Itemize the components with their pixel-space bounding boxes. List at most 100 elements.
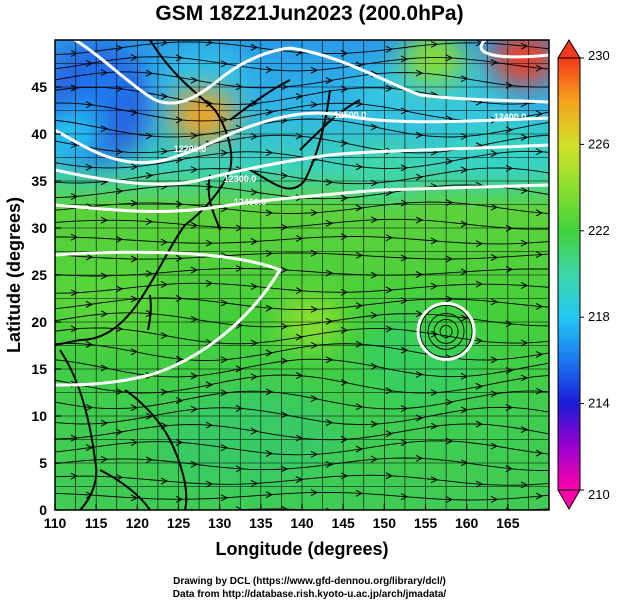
streamline-arrow: [100, 69, 109, 77]
streamline-arrow: [70, 84, 79, 92]
streamline-arrow: [340, 194, 349, 202]
contour-label: 12300.0: [224, 174, 257, 184]
streamline-arrow: [145, 270, 154, 278]
streamline-arrow: [370, 311, 379, 319]
streamline: [55, 282, 549, 294]
streamline-arrow: [415, 216, 424, 224]
streamline-arrow: [160, 92, 169, 100]
streamline-arrow: [265, 491, 274, 499]
streamline-arrow: [85, 300, 94, 308]
streamline-arrow: [190, 221, 199, 229]
colorbar-tick-label: 210: [588, 487, 610, 502]
credits: Drawing by DCL (https://www.gfd-dennou.o…: [0, 575, 619, 601]
streamline-arrow: [460, 75, 469, 83]
streamline-arrow: [85, 253, 94, 261]
streamline-arrow: [505, 224, 514, 232]
streamline-arrow: [175, 397, 184, 405]
height-contour: [55, 250, 283, 387]
streamline-arrow: [445, 255, 454, 263]
streamline-arrow: [460, 220, 469, 228]
streamline-arrow: [160, 147, 169, 155]
streamline-arrow: [490, 442, 499, 450]
chart-title: GSM 18Z21Jun2023 (200.0hPa): [155, 2, 464, 25]
streamline: [55, 56, 549, 72]
streamline-arrow: [220, 389, 229, 397]
colorbar-tick-label: 222: [588, 223, 610, 238]
streamline: [55, 474, 549, 486]
streamline-arrow: [400, 254, 409, 262]
anticyclone-streamline: [433, 318, 459, 344]
streamline-arrow: [250, 133, 259, 140]
streamline-arrow: [535, 251, 544, 259]
streamline-arrow: [340, 472, 349, 480]
streamline-arrow: [325, 507, 332, 510]
streamline-arrow: [100, 364, 109, 372]
streamline-arrow: [70, 325, 79, 333]
streamline-arrow: [100, 216, 109, 224]
streamline-arrow: [505, 126, 514, 134]
streamline-arrow: [385, 234, 394, 242]
streamline-arrow: [265, 108, 274, 116]
streamline: [55, 218, 549, 230]
streamline: [55, 71, 549, 89]
streamline-arrow: [280, 172, 289, 180]
streamline-arrow: [205, 480, 214, 488]
x-tick-label: 120: [126, 515, 150, 531]
y-tick-label: 45: [31, 79, 47, 95]
streamline: [55, 201, 549, 215]
streamline-arrow: [325, 356, 334, 364]
streamline-arrow: [535, 148, 544, 156]
streamline: [55, 342, 549, 361]
height-contour: [55, 143, 549, 186]
x-axis: 110 115 120 125 130 135 140 145 150 155 160 165: [44, 504, 520, 531]
streamline-arrow: [520, 42, 529, 50]
streamline-arrow: [325, 269, 334, 277]
streamline-arrow: [250, 373, 259, 381]
streamline-arrow: [400, 493, 409, 501]
streamline-arrow: [430, 389, 439, 397]
streamline-arrow: [520, 426, 529, 433]
streamline: [55, 457, 549, 471]
grid-lines: [55, 40, 549, 510]
streamline-arrow: [310, 395, 319, 403]
streamline-arrow: [460, 314, 469, 322]
streamline-arrow: [130, 439, 139, 446]
streamline-arrow: [235, 404, 244, 412]
streamline-arrow: [445, 199, 454, 207]
streamline-arrow: [250, 188, 259, 196]
streamline-arrow: [385, 387, 394, 395]
streamline-arrow: [250, 427, 259, 435]
streamline-arrow: [535, 449, 544, 457]
streamline-arrow: [340, 139, 349, 147]
streamline: [55, 150, 549, 169]
streamline-arrow: [520, 374, 529, 382]
streamline: [55, 312, 549, 328]
streamline-arrow: [175, 54, 184, 62]
streamline-arrow: [130, 348, 139, 356]
streamline-arrow: [355, 340, 364, 348]
streamline-arrow: [355, 489, 364, 497]
streamline-arrow: [145, 456, 154, 464]
streamline-arrow: [325, 419, 334, 426]
credit-drawing: Drawing by DCL (https://www.gfd-dennou.o…: [173, 576, 446, 587]
streamline-arrow: [130, 163, 139, 171]
streamline-arrow: [265, 450, 274, 457]
streamline: [55, 440, 549, 456]
streamline-arrow: [535, 387, 544, 395]
streamline-arrow: [130, 109, 139, 116]
streamline-arrow: [100, 455, 109, 463]
streamline-arrow: [505, 366, 514, 374]
streamline-arrow: [175, 156, 184, 164]
streamline-arrow: [475, 280, 484, 288]
streamline-arrow: [280, 223, 289, 231]
streamline-arrow: [100, 272, 109, 280]
contour-label: 12400.0: [494, 112, 527, 122]
streamline-arrow: [85, 101, 94, 109]
streamline-arrow: [190, 166, 199, 173]
streamline-arrow: [400, 439, 409, 447]
streamline-arrow: [295, 476, 304, 484]
streamline-arrow: [295, 287, 304, 295]
streamline-arrow: [100, 125, 109, 133]
streamline-arrow: [400, 107, 409, 115]
streamline-arrow: [475, 420, 484, 428]
